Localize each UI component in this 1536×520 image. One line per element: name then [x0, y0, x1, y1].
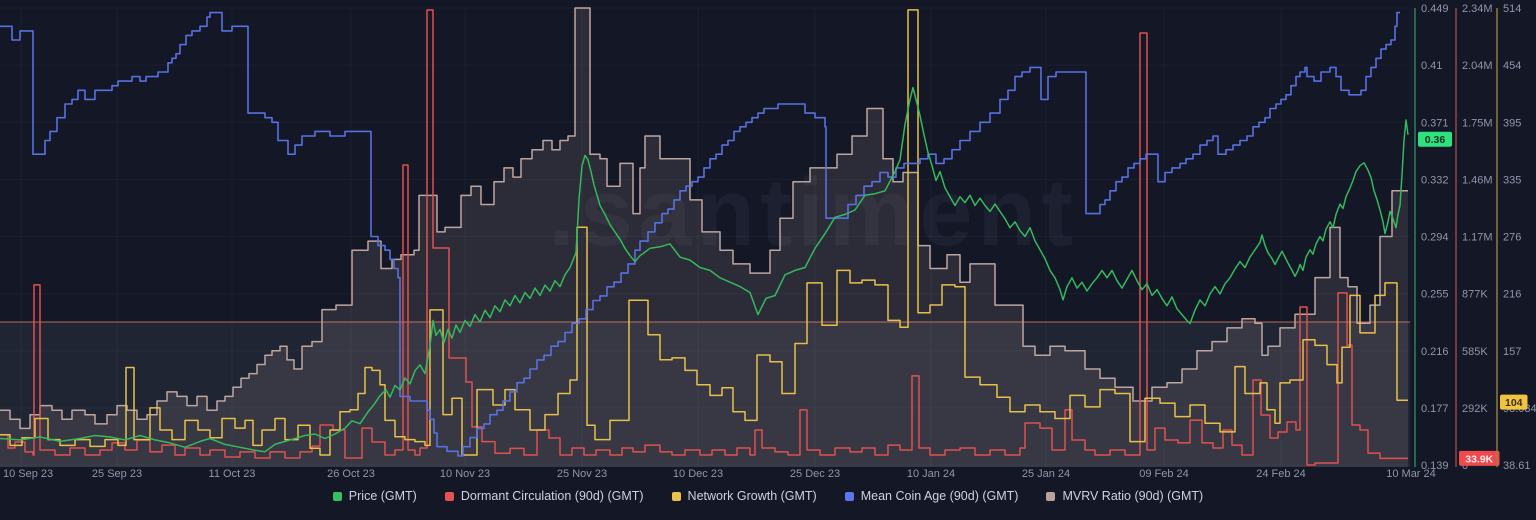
y-tick-label-dormant: 1.46M — [1462, 174, 1493, 186]
y-tick-label-network: 38.61 — [1503, 460, 1531, 472]
threshold-band — [0, 321, 1410, 467]
current-value-badge-dormant — [1459, 450, 1500, 466]
x-tick-label: 25 Dec 23 — [790, 468, 840, 480]
x-tick-label: 25 Jan 24 — [1022, 468, 1070, 480]
x-tick-label: 10 Jan 24 — [907, 468, 955, 480]
legend-label: Price (GMT) — [348, 489, 417, 503]
legend-label: Mean Coin Age (90d) (GMT) — [860, 489, 1019, 503]
x-tick-label: 10 Dec 23 — [673, 468, 723, 480]
legend: Price (GMT) Dormant Circulation (90d) (GM… — [0, 489, 1536, 503]
y-tick-label-price: 0.216 — [1421, 346, 1449, 358]
y-tick-label-price: 0.255 — [1421, 289, 1449, 301]
y-tick-label-price: 0.294 — [1421, 232, 1449, 244]
legend-item-dormant-circulation[interactable]: Dormant Circulation (90d) (GMT) — [444, 489, 644, 503]
x-tick-label: 24 Feb 24 — [1256, 468, 1306, 480]
y-tick-label-price: 0.41 — [1421, 60, 1442, 72]
y-tick-label-dormant: 1.75M — [1462, 117, 1493, 129]
mean-coin-age-steps — [0, 11, 1400, 457]
y-tick-label-dormant: 1.17M — [1462, 232, 1493, 244]
x-tick-label: 10 Sep 23 — [3, 468, 53, 480]
legend-swatch-mean-coin-age — [844, 491, 854, 501]
y-tick-label-price: 0.177 — [1421, 403, 1449, 415]
legend-item-price[interactable]: Price (GMT) — [332, 489, 417, 503]
y-tick-label-network: 395 — [1503, 117, 1521, 129]
y-tick-label-network: 276 — [1503, 232, 1521, 244]
current-value-badge-network — [1500, 394, 1528, 410]
legend-label: Network Growth (GMT) — [687, 489, 817, 503]
current-value-text-network: 104 — [1505, 397, 1523, 409]
y-tick-label-dormant: 292K — [1462, 403, 1488, 415]
legend-label: MVRV Ratio (90d) (GMT) — [1062, 489, 1204, 503]
current-value-badge-price — [1418, 131, 1452, 147]
current-value-text-dormant: 33.9K — [1465, 453, 1493, 465]
y-tick-label-price: 0.332 — [1421, 174, 1449, 186]
current-value-text-price: 0.36 — [1425, 134, 1446, 146]
legend-swatch-price — [332, 491, 342, 501]
y-tick-label-dormant: 877K — [1462, 289, 1488, 301]
legend-swatch-mvrv-ratio — [1046, 491, 1056, 501]
y-tick-label-price: 0.139 — [1421, 460, 1449, 472]
x-tick-label: 11 Oct 23 — [209, 468, 256, 480]
network-growth-steps — [0, 9, 1408, 456]
legend-item-mvrv-ratio[interactable]: MVRV Ratio (90d) (GMT) — [1046, 489, 1203, 503]
price-line — [0, 86, 1409, 453]
legend-item-mean-coin-age[interactable]: Mean Coin Age (90d) (GMT) — [844, 489, 1019, 503]
x-tick-label: 25 Sep 23 — [92, 468, 142, 480]
legend-item-network-growth[interactable]: Network Growth (GMT) — [671, 489, 817, 503]
y-tick-label-network: 454 — [1503, 60, 1521, 72]
x-tick-label: 10 Nov 23 — [440, 468, 490, 480]
x-tick-label: 26 Oct 23 — [327, 468, 375, 480]
mvrv-ratio-area-fill — [0, 8, 1408, 467]
y-tick-label-network: 514 — [1503, 3, 1521, 15]
y-tick-label-network: 216 — [1503, 289, 1521, 301]
x-tick-label: 09 Feb 24 — [1139, 468, 1189, 480]
legend-label: Dormant Circulation (90d) (GMT) — [460, 489, 644, 503]
x-tick-label: 25 Nov 23 — [557, 468, 607, 480]
y-tick-label-price: 0.449 — [1421, 3, 1449, 15]
y-tick-label-dormant: 0 — [1462, 460, 1468, 472]
y-tick-label-dormant: 585K — [1462, 346, 1488, 358]
legend-swatch-network-growth — [671, 491, 681, 501]
y-tick-label-dormant: 2.34M — [1462, 3, 1493, 15]
y-tick-label-network: 335 — [1503, 174, 1521, 186]
y-tick-label-network: 157 — [1503, 346, 1521, 358]
y-tick-label-dormant: 2.04M — [1462, 60, 1493, 72]
mvrv-ratio-area — [0, 7, 1408, 430]
legend-swatch-dormant-circulation — [444, 491, 454, 501]
dormant-circulation-steps — [0, 9, 1408, 466]
x-tick-label: 10 Mar 24 — [1386, 468, 1436, 480]
y-tick-label-price: 0.371 — [1421, 117, 1449, 129]
